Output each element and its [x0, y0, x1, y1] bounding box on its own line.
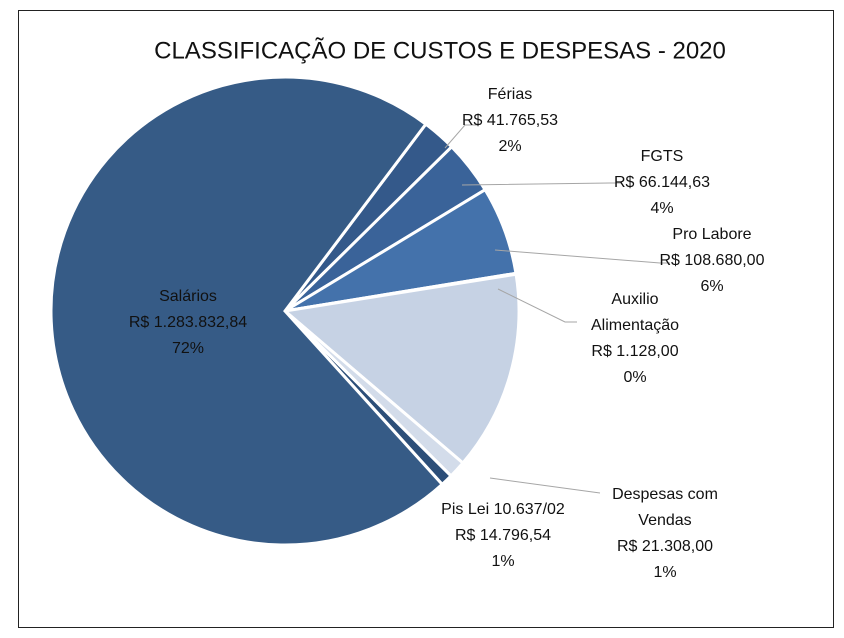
label-categories: Pis Lei 10.637/02	[441, 501, 565, 518]
label-percent-labels: 1%	[653, 564, 677, 581]
leader-line	[494, 249, 670, 264]
label-value-labels: R$ 14.796,54	[454, 527, 552, 544]
label-value-labels: R$ 1.128,00	[591, 343, 679, 360]
label-categories: Auxilio Alimentação	[590, 291, 680, 334]
label-categories: Despesas com Vendas	[612, 486, 718, 529]
chart-title: CLASSIFICAÇÃO DE CUSTOS E DESPESAS - 202…	[154, 37, 726, 64]
label-percent-labels: 1%	[491, 553, 515, 570]
label-percent-labels: 2%	[498, 138, 522, 155]
leader-line	[497, 288, 577, 323]
label-value-labels: R$ 66.144,63	[613, 174, 711, 191]
leader-line	[444, 124, 478, 149]
label-percent-labels: 72%	[171, 340, 205, 357]
data-label: Auxilio Alimentação R$ 1.128,00 0%	[575, 287, 695, 391]
label-categories: Salários	[159, 288, 217, 305]
data-label: Pro Labore R$ 108.680,00 6%	[642, 222, 782, 300]
label-value-labels: R$ 108.680,00	[659, 252, 765, 269]
pie-slice	[49, 75, 445, 547]
label-value-labels: R$ 21.308,00	[616, 538, 714, 555]
data-label: Pis Lei 10.637/02 R$ 14.796,54 1%	[423, 497, 583, 575]
label-percent-labels: 6%	[700, 278, 724, 295]
label-categories: Férias	[487, 86, 533, 103]
label-categories: FGTS	[640, 148, 684, 165]
label-percent-labels: 0%	[623, 369, 647, 386]
leader-line	[461, 182, 622, 186]
data-label: FGTS R$ 66.144,63 4%	[592, 144, 732, 222]
label-percent-labels: 4%	[650, 200, 674, 217]
data-label: Férias R$ 41.765,53 2%	[440, 82, 580, 160]
pie-slice	[281, 272, 521, 466]
label-value-labels: R$ 41.765,53	[461, 112, 559, 129]
data-label: Despesas com Vendas R$ 21.308,00 1%	[595, 482, 735, 586]
data-label: Salários R$ 1.283.832,84 72%	[98, 284, 278, 362]
label-value-labels: R$ 1.283.832,84	[128, 314, 248, 331]
leader-line	[489, 477, 601, 494]
label-categories: Pro Labore	[672, 226, 752, 243]
